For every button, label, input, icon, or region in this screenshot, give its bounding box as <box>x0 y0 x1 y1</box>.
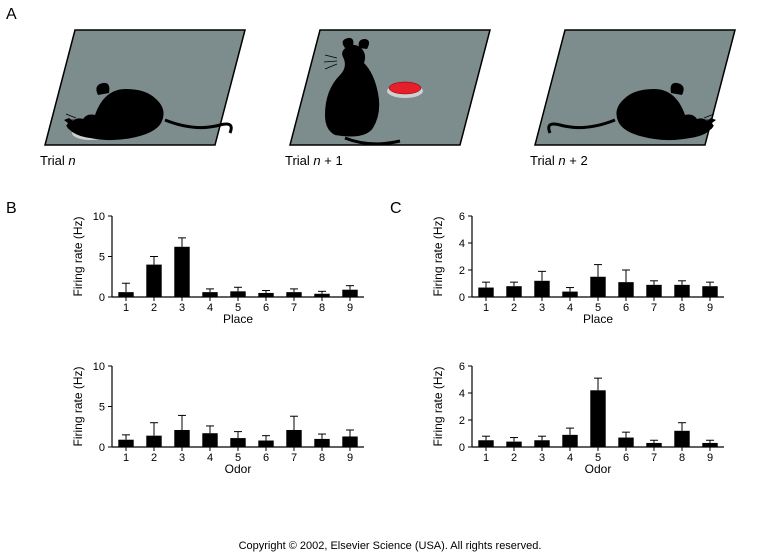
svg-text:7: 7 <box>291 302 297 314</box>
svg-text:3: 3 <box>539 302 545 314</box>
svg-text:0: 0 <box>459 442 465 454</box>
svg-text:3: 3 <box>179 452 185 464</box>
svg-text:7: 7 <box>291 452 297 464</box>
svg-text:1: 1 <box>123 302 129 314</box>
svg-text:6: 6 <box>623 302 629 314</box>
svg-text:6: 6 <box>263 302 269 314</box>
platform-trial-n2 <box>530 20 740 150</box>
svg-text:3: 3 <box>539 452 545 464</box>
svg-text:2: 2 <box>459 265 465 277</box>
svg-text:8: 8 <box>319 302 325 314</box>
svg-text:Firing rate (Hz): Firing rate (Hz) <box>71 216 85 296</box>
svg-text:1: 1 <box>483 452 489 464</box>
panel-label-b: B <box>6 200 17 218</box>
svg-text:2: 2 <box>151 302 157 314</box>
svg-text:3: 3 <box>179 302 185 314</box>
svg-text:0: 0 <box>99 442 105 454</box>
svg-text:8: 8 <box>319 452 325 464</box>
svg-text:10: 10 <box>93 211 105 223</box>
panel-a: Trial n Trial n + 1 Trial n + 2 <box>40 20 740 180</box>
panel-label-c: C <box>390 200 402 218</box>
svg-text:4: 4 <box>459 238 465 250</box>
svg-text:8: 8 <box>679 452 685 464</box>
svg-text:4: 4 <box>207 302 213 314</box>
svg-text:1: 1 <box>483 302 489 314</box>
svg-text:2: 2 <box>151 452 157 464</box>
chart-b-place: 0510Firing rate (Hz)123456789Place <box>70 210 370 325</box>
svg-text:2: 2 <box>511 302 517 314</box>
svg-text:5: 5 <box>99 402 105 414</box>
svg-text:9: 9 <box>347 302 353 314</box>
trial-label-n1: Trial n + 1 <box>285 153 343 168</box>
svg-text:2: 2 <box>459 415 465 427</box>
svg-text:Firing rate (Hz): Firing rate (Hz) <box>431 216 445 296</box>
svg-text:9: 9 <box>707 452 713 464</box>
svg-text:4: 4 <box>459 388 465 400</box>
svg-text:9: 9 <box>347 452 353 464</box>
svg-text:6: 6 <box>459 361 465 373</box>
svg-text:9: 9 <box>707 302 713 314</box>
svg-text:6: 6 <box>263 452 269 464</box>
svg-text:2: 2 <box>511 452 517 464</box>
panel-label-a: A <box>6 6 17 24</box>
svg-text:10: 10 <box>93 361 105 373</box>
trial-label-n2: Trial n + 2 <box>530 153 588 168</box>
svg-text:Firing rate (Hz): Firing rate (Hz) <box>71 366 85 446</box>
svg-text:4: 4 <box>207 452 213 464</box>
svg-text:0: 0 <box>99 292 105 304</box>
svg-text:8: 8 <box>679 302 685 314</box>
svg-text:6: 6 <box>459 211 465 223</box>
svg-text:7: 7 <box>651 302 657 314</box>
chart-c-odor: 0246Firing rate (Hz)123456789Odor <box>430 360 730 475</box>
svg-text:7: 7 <box>651 452 657 464</box>
svg-text:1: 1 <box>123 452 129 464</box>
platform-trial-n <box>40 20 250 150</box>
chart-b-odor: 0510Firing rate (Hz)123456789Odor <box>70 360 370 475</box>
svg-text:0: 0 <box>459 292 465 304</box>
chart-c-place: 0246Firing rate (Hz)123456789Place <box>430 210 730 325</box>
svg-text:Odor: Odor <box>585 462 612 475</box>
svg-text:4: 4 <box>567 452 573 464</box>
svg-text:5: 5 <box>99 252 105 264</box>
trial-label-n: Trial n <box>40 153 76 168</box>
svg-text:4: 4 <box>567 302 573 314</box>
copyright-text: Copyright © 2002, Elsevier Science (USA)… <box>0 540 780 552</box>
svg-text:Place: Place <box>583 312 613 325</box>
svg-text:6: 6 <box>623 452 629 464</box>
svg-text:Place: Place <box>223 312 253 325</box>
platform-trial-n1 <box>285 20 495 150</box>
svg-text:Odor: Odor <box>225 462 252 475</box>
svg-text:Firing rate (Hz): Firing rate (Hz) <box>431 366 445 446</box>
